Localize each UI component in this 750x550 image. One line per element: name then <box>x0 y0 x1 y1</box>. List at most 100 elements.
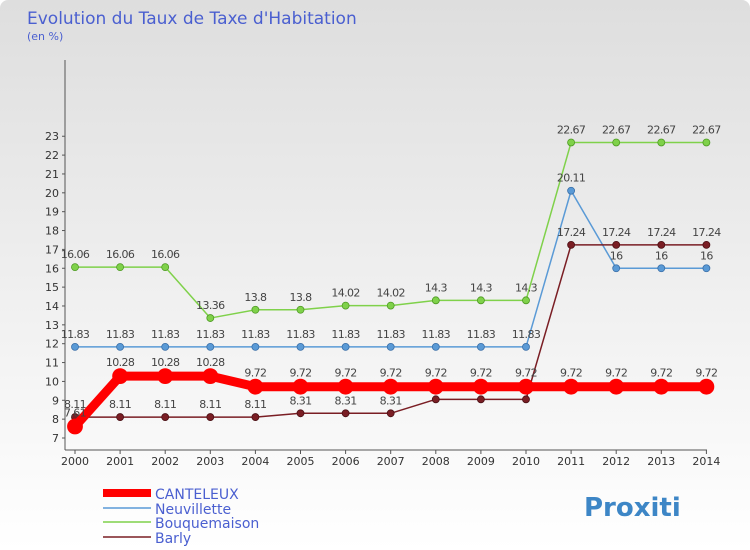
data-point <box>702 138 711 147</box>
data-point <box>431 296 440 305</box>
data-point <box>161 413 170 421</box>
data-label: 10.28 <box>106 356 135 369</box>
axes: 7 8 9 10 11 12 13 14 15 16 17 18 19 20 21 22 23 2000 2001 2… <box>45 60 720 468</box>
data-label: 10.28 <box>196 356 225 369</box>
legend-label-bouquemaison: Bouquemaison <box>155 516 259 532</box>
x-tick-label: 2005 <box>287 455 315 468</box>
y-tick-label: 12 <box>45 338 59 351</box>
data-point <box>612 264 621 273</box>
data-label: 13.36 <box>196 299 225 312</box>
data-label: 9.72 <box>605 367 627 380</box>
data-label: 11.83 <box>376 328 405 341</box>
data-point <box>206 314 215 322</box>
data-label: 11.83 <box>151 328 180 341</box>
y-tick-label: 9 <box>52 394 59 407</box>
data-label: 22.67 <box>602 123 631 136</box>
data-label: 8.11 <box>64 398 86 411</box>
chart-title: Evolution du Taux de Taxe d'Habitation <box>27 9 357 29</box>
x-tick-label: 2014 <box>692 455 720 468</box>
data-label: 17.24 <box>602 226 631 239</box>
data-label: 11.83 <box>61 328 90 341</box>
data-label: 14.3 <box>515 281 538 294</box>
data-label: 17.24 <box>692 226 721 239</box>
data-point <box>657 240 666 249</box>
data-label: 14.02 <box>331 287 360 300</box>
data-label: 9.72 <box>515 367 537 380</box>
data-point <box>206 413 215 421</box>
y-tick-label: 17 <box>45 243 59 256</box>
data-point <box>472 378 489 395</box>
x-tick-label: 2000 <box>61 455 89 468</box>
data-label: 9.72 <box>335 367 357 380</box>
data-point <box>702 240 711 249</box>
data-point <box>116 343 124 351</box>
data-point <box>296 343 305 351</box>
data-point <box>296 305 305 314</box>
x-tick-label: 2009 <box>467 455 495 468</box>
data-label: 11.83 <box>286 328 315 341</box>
data-label: 8.11 <box>244 398 266 411</box>
data-label: 20.11 <box>557 172 586 185</box>
data-label: 9.72 <box>695 367 717 380</box>
data-label: 22.67 <box>557 123 586 136</box>
data-point <box>522 343 530 351</box>
data-label: 17.24 <box>647 226 676 239</box>
data-point <box>251 413 260 421</box>
legend-label-neuvillette: Neuvillette <box>155 502 231 518</box>
data-label: 16 <box>655 249 668 262</box>
data-label: 9.72 <box>470 367 492 380</box>
logo-wordmark: Proxiti <box>584 493 681 523</box>
data-point <box>431 343 440 351</box>
data-point <box>67 418 83 435</box>
data-point <box>337 378 354 395</box>
data-point <box>157 368 174 385</box>
data-point <box>341 301 350 310</box>
data-point <box>698 378 715 395</box>
legend: CANTELEUX Neuvillette Bouquemaison Barly <box>103 487 259 547</box>
y-tick-label: 22 <box>45 149 59 162</box>
data-point <box>386 343 395 351</box>
x-tick-label: 2001 <box>106 455 134 468</box>
data-point <box>518 378 534 395</box>
data-label: 11.83 <box>196 328 225 341</box>
data-label: 9.72 <box>380 367 402 380</box>
data-label: 10.28 <box>151 356 180 369</box>
data-point <box>522 395 530 404</box>
data-label: 14.02 <box>376 287 405 300</box>
y-tick-label: 21 <box>45 168 59 181</box>
data-point <box>247 378 264 395</box>
data-label: 14.3 <box>425 281 448 294</box>
data-point <box>296 409 305 418</box>
y-tick-label: 20 <box>45 187 59 200</box>
data-label: 11.83 <box>467 328 496 341</box>
data-point <box>608 378 625 395</box>
data-point <box>341 409 350 418</box>
data-label: 11.83 <box>331 328 360 341</box>
data-point <box>341 343 350 351</box>
data-label: 8.11 <box>154 398 176 411</box>
data-point <box>251 305 260 314</box>
data-point <box>567 240 575 249</box>
x-tick-label: 2007 <box>377 455 405 468</box>
data-point <box>567 186 575 195</box>
x-tick-label: 2004 <box>241 455 269 468</box>
x-tick-label: 2013 <box>647 455 675 468</box>
data-label: 9.72 <box>425 367 447 380</box>
data-label: 22.67 <box>647 123 676 136</box>
x-tick-label: 2008 <box>422 455 450 468</box>
data-label: 16.06 <box>61 248 90 261</box>
y-tick-label: 10 <box>45 375 59 388</box>
data-point <box>612 138 621 147</box>
chart-subtitle: (en %) <box>27 30 63 43</box>
y-tick-label: 8 <box>52 413 59 426</box>
data-label: 8.31 <box>289 394 311 407</box>
data-point <box>653 378 670 395</box>
y-tick-label: 7 <box>52 432 59 445</box>
proxiti-logo: Proxiti <box>584 493 681 523</box>
data-point <box>161 263 170 272</box>
series-bouquemaison: 16.06 16.06 16.06 13.36 13.8 13.8 14.02 14.02 14… <box>61 123 722 322</box>
data-point <box>386 301 395 310</box>
data-point <box>116 413 124 421</box>
data-point <box>116 263 124 272</box>
data-point <box>112 368 128 385</box>
